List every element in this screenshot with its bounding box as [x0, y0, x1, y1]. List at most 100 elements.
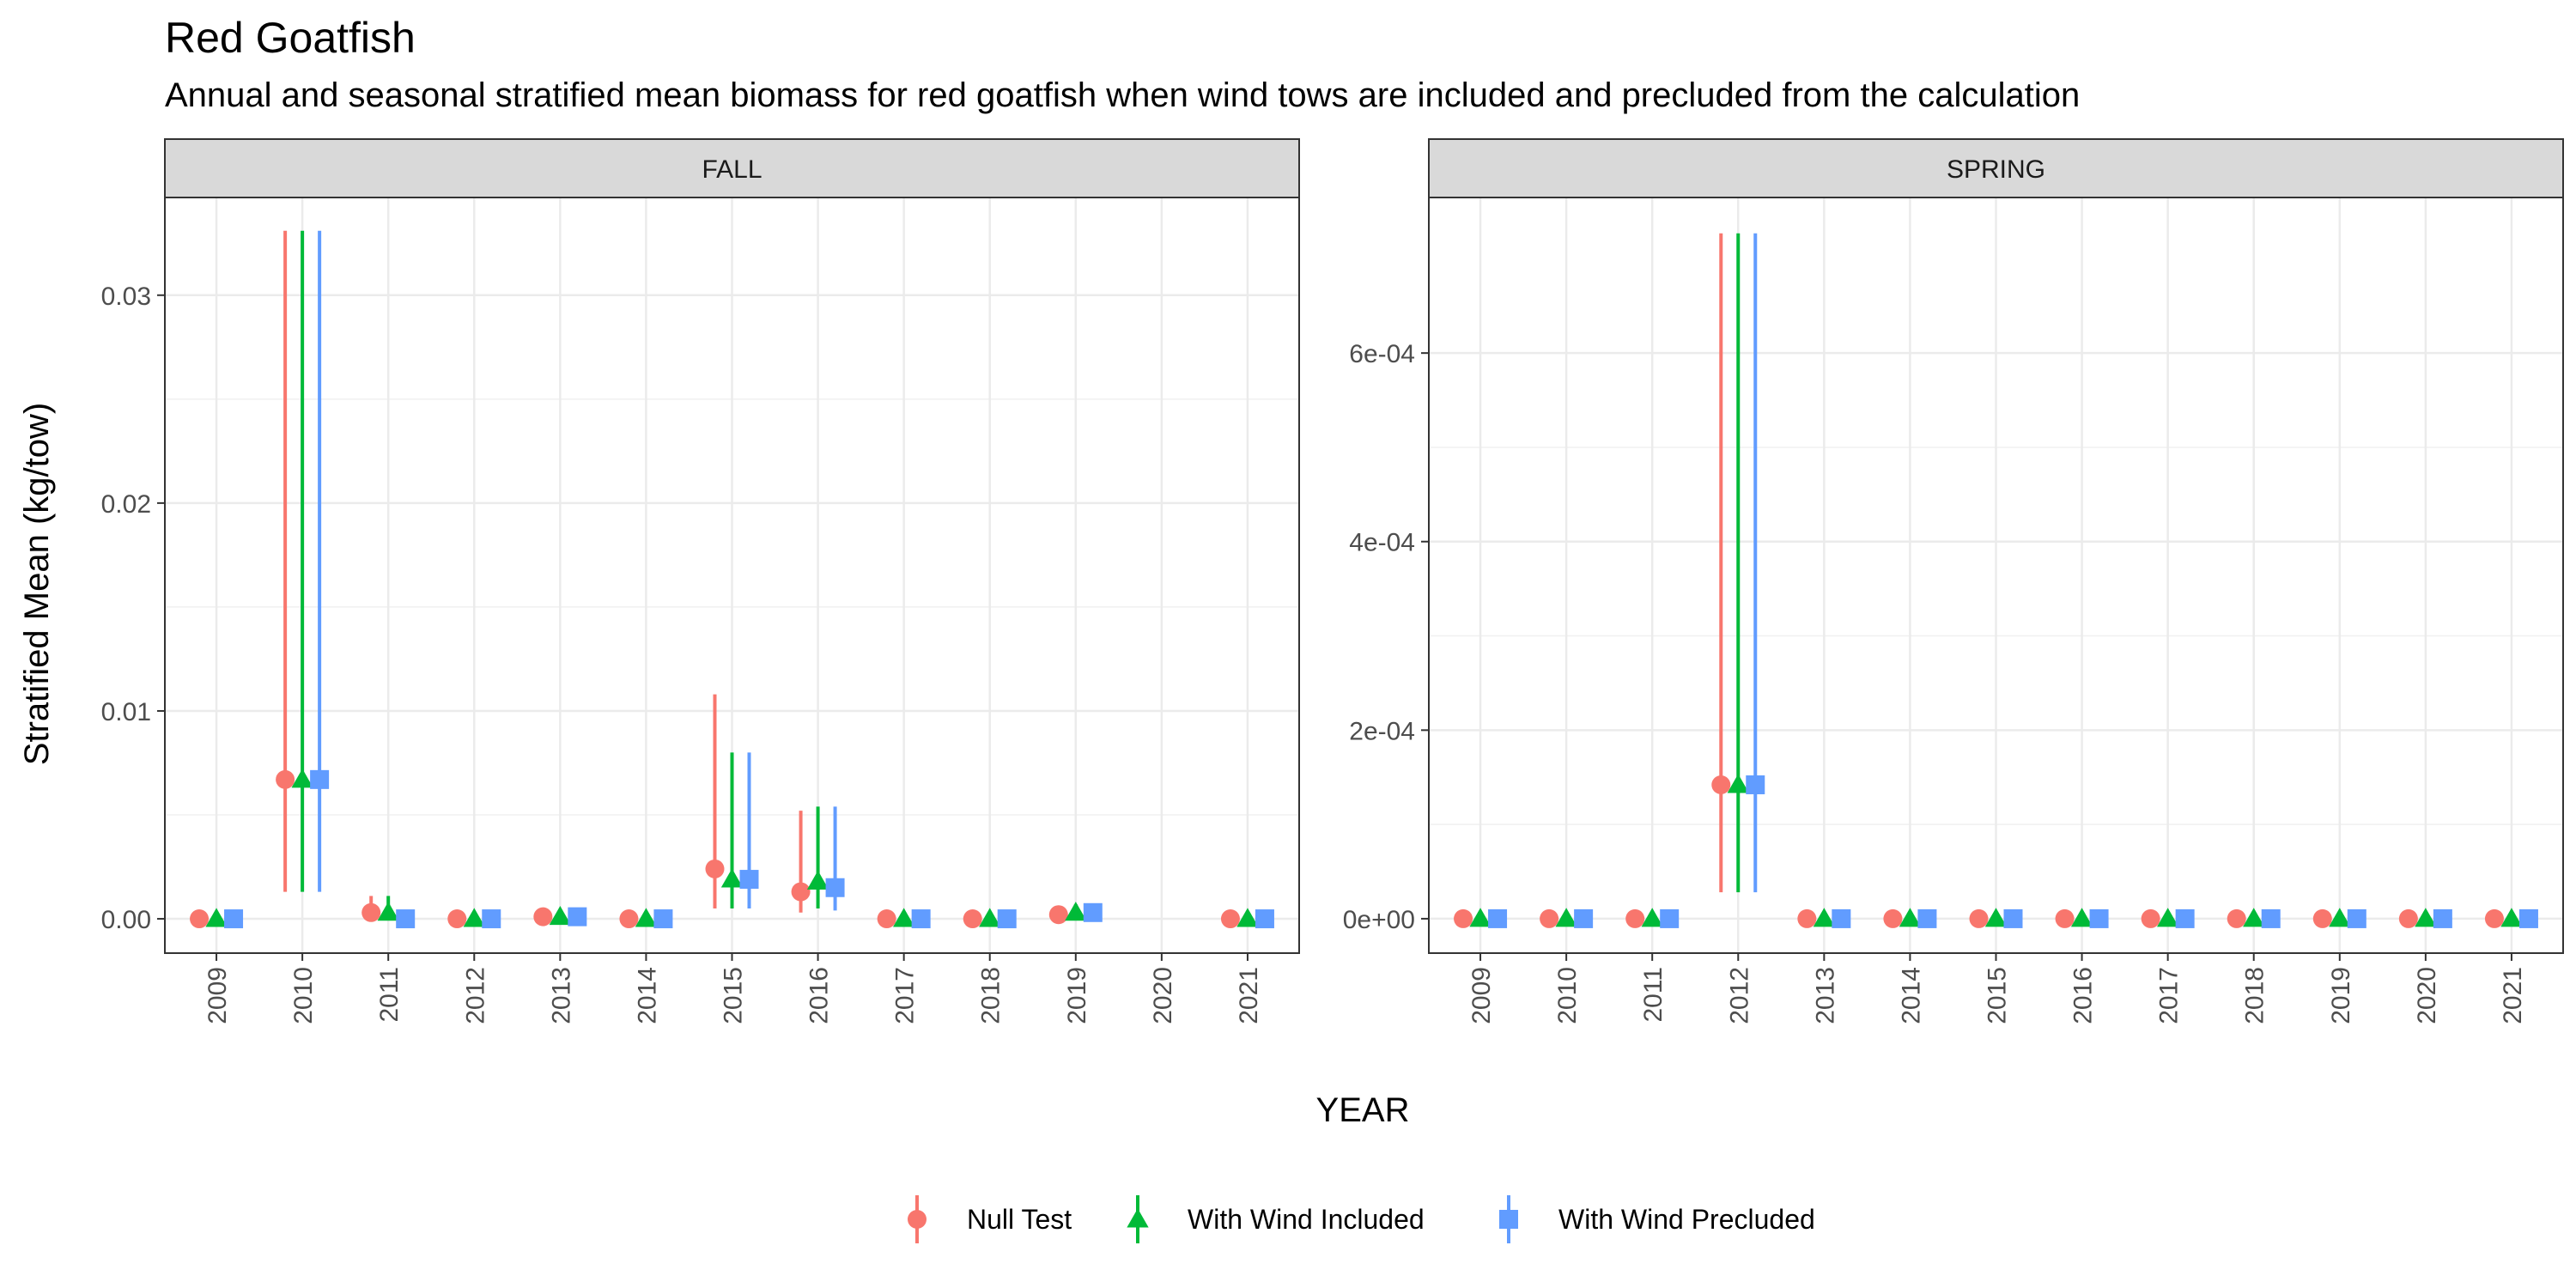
x-tick-label: 2016 — [2069, 967, 2098, 1024]
data-point — [1711, 775, 1731, 795]
data-point — [2175, 908, 2195, 928]
series-null-test — [190, 230, 1240, 929]
x-tick-label: 2020 — [2413, 967, 2441, 1024]
x-tick-label: 2017 — [891, 967, 920, 1024]
data-point — [1746, 775, 1765, 795]
facet-strip-label: FALL — [702, 155, 762, 184]
data-point — [1832, 908, 1851, 928]
series-with-wind-precluded — [1488, 233, 2538, 928]
x-tick-label: 2010 — [289, 967, 318, 1024]
legend-item-null-test: Null Test — [908, 1195, 1072, 1243]
data-point — [619, 909, 639, 929]
y-axis-title: Stratified Mean (kg/tow) — [18, 403, 56, 765]
data-point — [653, 909, 673, 929]
data-point — [2055, 908, 2075, 928]
data-point — [720, 868, 744, 888]
data-point — [377, 902, 399, 921]
x-tick-label: 2019 — [1063, 967, 1091, 1024]
data-point — [1641, 908, 1663, 927]
x-axis-title: YEAR — [1316, 1091, 1410, 1129]
facet-strip — [1428, 138, 2564, 198]
panel-border — [1428, 197, 2564, 954]
x-tick-label: 2012 — [1725, 967, 1753, 1024]
series-with-wind-included — [1469, 233, 2523, 927]
x-tick-label: 2021 — [1235, 967, 1263, 1024]
x-tick-label: 2013 — [1811, 967, 1839, 1024]
y-tick-label: 0e+00 — [1343, 906, 1415, 934]
data-point — [791, 882, 811, 902]
data-point — [2243, 908, 2265, 927]
data-point — [1797, 908, 1817, 928]
y-tick-label: 2e-04 — [1349, 717, 1415, 745]
legend-label: Null Test — [967, 1204, 1072, 1235]
data-point — [2227, 908, 2246, 928]
x-tick-label: 2010 — [1553, 967, 1582, 1024]
panel-spring: SPRING 0e+00 2e-04 4e-04 6e-04 2009 2010 2011 20… — [1343, 138, 2564, 1024]
data-point — [361, 902, 381, 922]
data-point — [2415, 908, 2437, 927]
legend-label: With Wind Precluded — [1558, 1204, 1815, 1235]
data-point — [893, 908, 915, 927]
x-tick-label: 2017 — [2155, 967, 2184, 1024]
y-tick-label: 0.01 — [101, 698, 151, 726]
data-point — [2003, 908, 2023, 928]
x-tick-label: 2018 — [977, 967, 1005, 1024]
data-point — [190, 909, 210, 929]
x-tick-label: 2014 — [1897, 967, 1925, 1024]
x-tick-label: 2020 — [1149, 967, 1177, 1024]
data-point — [635, 908, 658, 927]
data-point — [2398, 908, 2418, 928]
data-point — [1660, 908, 1680, 928]
panel-fall: FALL 0.00 0.01 0.02 0.03 2009 2010 2011 2012 2013… — [101, 138, 1300, 1024]
data-point — [1083, 902, 1103, 922]
legend-item-with-wind-included: With Wind Included — [1127, 1195, 1425, 1243]
data-point — [979, 908, 1001, 927]
x-tick-label: 2011 — [375, 967, 404, 1023]
data-point — [739, 870, 759, 890]
data-point — [2089, 908, 2109, 928]
data-point — [1727, 774, 1749, 793]
x-tick-label: 2019 — [2327, 967, 2355, 1024]
chart-subtitle: Annual and seasonal stratified mean biom… — [165, 76, 2081, 114]
data-point — [1454, 908, 1473, 928]
data-point — [1917, 908, 1937, 928]
data-point — [911, 909, 931, 929]
data-point — [1883, 908, 1903, 928]
data-point — [1220, 909, 1240, 929]
data-point — [482, 909, 501, 929]
x-tick-label: 2015 — [720, 967, 748, 1024]
data-point — [1813, 908, 1835, 927]
data-point — [2433, 908, 2452, 928]
data-point — [825, 878, 845, 897]
data-point — [2261, 908, 2281, 928]
series-with-wind-included — [205, 230, 1259, 927]
legend-item-with-wind-precluded: With Wind Precluded — [1499, 1195, 1815, 1243]
data-point — [568, 907, 587, 927]
data-point — [2157, 908, 2179, 927]
x-tick-label: 2013 — [547, 967, 575, 1024]
data-point — [1469, 908, 1492, 927]
data-point — [1048, 905, 1068, 925]
data-point — [1984, 908, 2008, 927]
legend-key-marker — [908, 1210, 927, 1229]
data-point — [1969, 908, 1989, 928]
facet-strip-label: SPRING — [1947, 155, 2045, 184]
data-point — [2347, 908, 2366, 928]
data-point — [1255, 909, 1274, 929]
data-point — [447, 909, 467, 929]
data-point — [205, 908, 228, 927]
data-point — [1488, 908, 1508, 928]
data-point — [533, 907, 553, 927]
legend-key-marker — [1499, 1210, 1518, 1229]
legend-label: With Wind Included — [1188, 1204, 1425, 1235]
data-point — [1236, 908, 1259, 927]
data-point — [997, 909, 1017, 929]
data-point — [549, 905, 571, 926]
x-tick-label: 2011 — [1639, 967, 1668, 1023]
x-tick-label: 2018 — [2241, 967, 2269, 1024]
data-point — [2141, 908, 2160, 928]
data-point — [463, 908, 485, 927]
data-point — [396, 909, 416, 929]
x-tick-label: 2009 — [204, 967, 232, 1024]
